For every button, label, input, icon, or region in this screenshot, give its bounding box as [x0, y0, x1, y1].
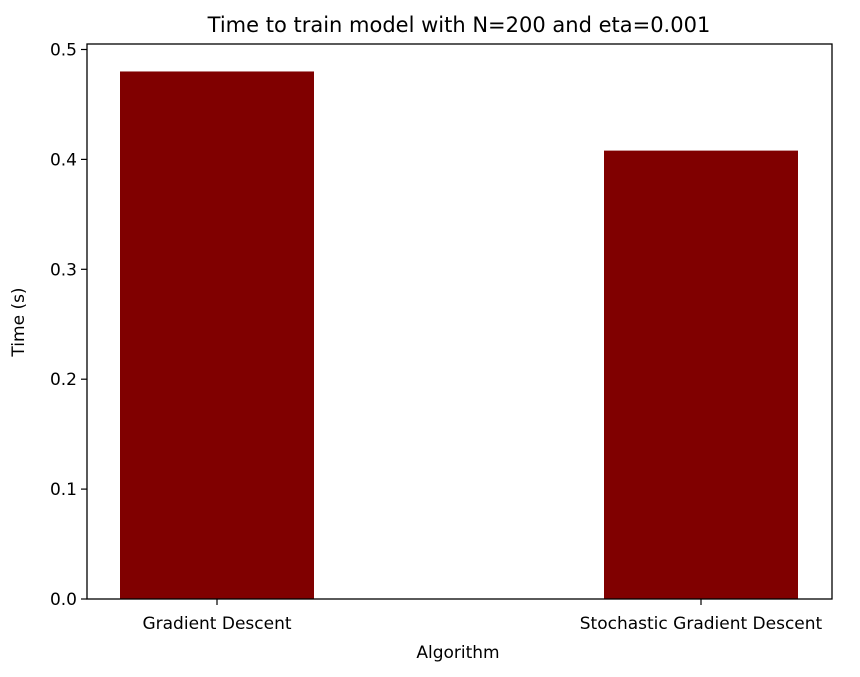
y-tick-label: 0.5 [50, 40, 77, 60]
y-axis-ticks: 0.0 0.1 0.2 0.3 0.4 0.5 [50, 40, 87, 610]
x-axis-ticks: Gradient Descent Stochastic Gradient Desc… [142, 599, 823, 634]
y-tick-label: 0.0 [50, 590, 77, 610]
chart-title: Time to train model with N=200 and eta=0… [207, 13, 711, 37]
bar-1 [120, 71, 314, 600]
x-tick-label: Stochastic Gradient Descent [580, 614, 823, 634]
bar-2 [604, 150, 798, 600]
x-tick-label: Gradient Descent [142, 614, 291, 634]
y-tick-label: 0.3 [50, 260, 77, 280]
y-tick-label: 0.2 [50, 370, 77, 390]
y-axis-label: Time (s) [9, 287, 29, 357]
y-tick-label: 0.4 [50, 150, 77, 170]
plot-area-frame [86, 43, 833, 600]
x-axis-label: Algorithm [416, 643, 499, 663]
bars-group [120, 71, 798, 600]
y-tick-label: 0.1 [50, 480, 77, 500]
